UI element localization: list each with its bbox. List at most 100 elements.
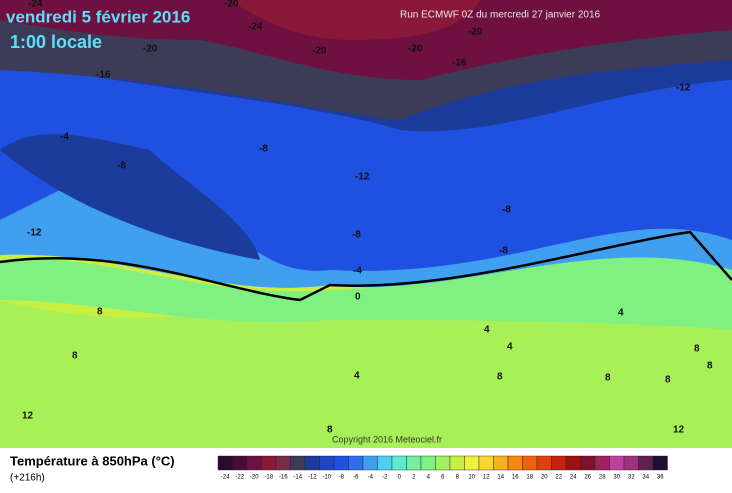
contour-label: -4 bbox=[60, 132, 69, 143]
scale-label: -6 bbox=[353, 475, 359, 481]
map bbox=[0, 0, 732, 448]
contour-label: 8 bbox=[665, 375, 671, 386]
contour-label: -20 bbox=[312, 46, 327, 57]
scale-swatch bbox=[435, 455, 451, 471]
scale-swatch bbox=[275, 455, 291, 471]
scale-swatch bbox=[362, 455, 378, 471]
scale-swatch bbox=[348, 455, 364, 471]
scale-swatch bbox=[304, 455, 320, 471]
scale-swatch bbox=[565, 455, 581, 471]
scale-label: 30 bbox=[613, 475, 620, 481]
scale-label: -8 bbox=[339, 475, 345, 481]
scale-label: -12 bbox=[308, 475, 317, 481]
lead-time: (+216h) bbox=[10, 473, 45, 484]
scale-label: 0 bbox=[398, 475, 402, 481]
scale-swatch bbox=[333, 455, 349, 471]
scale-swatch bbox=[609, 455, 625, 471]
contour-label: -8 bbox=[117, 161, 126, 172]
scale-swatch bbox=[261, 455, 277, 471]
scale-label: 8 bbox=[456, 475, 460, 481]
contour-label: -8 bbox=[352, 230, 361, 241]
scale-swatch bbox=[493, 455, 509, 471]
contour-label: -20 bbox=[468, 27, 483, 38]
scale-swatch bbox=[522, 455, 538, 471]
run: Run ECMWF 0Z du mercredi 27 janvier 2016 bbox=[400, 10, 601, 21]
contour-label: -12 bbox=[676, 83, 691, 94]
scale-swatch bbox=[507, 455, 523, 471]
scale-swatch bbox=[232, 455, 248, 471]
scale-label: -20 bbox=[250, 475, 259, 481]
contour-label: -8 bbox=[502, 205, 511, 216]
contour-label: -16 bbox=[452, 58, 467, 69]
scale-label: -2 bbox=[382, 475, 388, 481]
scale-swatch bbox=[420, 455, 436, 471]
contour-label: 8 bbox=[605, 373, 611, 384]
scale-label: -14 bbox=[293, 475, 302, 481]
scale-label: 22 bbox=[555, 475, 562, 481]
contour-label: -20 bbox=[408, 44, 423, 55]
contour-label: 4 bbox=[618, 308, 624, 319]
copyright: Copyright 2016 Meteociel.fr bbox=[332, 434, 442, 444]
scale-swatch bbox=[406, 455, 422, 471]
scale-label: 28 bbox=[599, 475, 606, 481]
scale-label: -18 bbox=[264, 475, 273, 481]
scale-swatch bbox=[536, 455, 552, 471]
scale-label: -22 bbox=[235, 475, 244, 481]
footer-title: Température à 850hPa (°C) bbox=[10, 453, 175, 468]
contour-label: -16 bbox=[96, 70, 111, 81]
scale-label: 34 bbox=[642, 475, 649, 481]
scale-label: 24 bbox=[570, 475, 577, 481]
scale-label: 2 bbox=[412, 475, 416, 481]
contour-label: -8 bbox=[499, 246, 508, 257]
scale-label: 26 bbox=[584, 475, 591, 481]
contour-label: -12 bbox=[355, 172, 370, 183]
scale-swatch bbox=[246, 455, 262, 471]
contour-label: 4 bbox=[484, 325, 490, 336]
contour-label: 4 bbox=[507, 342, 513, 353]
scale-swatch bbox=[290, 455, 306, 471]
contour-label: 8 bbox=[707, 361, 713, 372]
scale-label: 4 bbox=[427, 475, 431, 481]
contour-label: -8 bbox=[259, 144, 268, 155]
scale-label: -10 bbox=[322, 475, 331, 481]
contour-label: 0 bbox=[355, 292, 361, 303]
contour-labels: -24 -20 -24 -20 -20 -20 -20 -16 -16 -12 -4 -8 -8 -12 -… bbox=[22, 0, 713, 436]
contour-label: -24 bbox=[28, 0, 43, 10]
contour-label: 8 bbox=[694, 344, 700, 355]
contour-label: 8 bbox=[72, 351, 78, 362]
contour-label: 8 bbox=[327, 425, 333, 436]
scale-label: -16 bbox=[279, 475, 288, 481]
scale-label: 10 bbox=[468, 475, 475, 481]
scale-label: 20 bbox=[541, 475, 548, 481]
contour-label: 4 bbox=[354, 371, 360, 382]
contour-label: 8 bbox=[497, 372, 503, 383]
scale-swatch bbox=[478, 455, 494, 471]
contour-label: 8 bbox=[97, 307, 103, 318]
scale-label: 6 bbox=[441, 475, 445, 481]
contour-label: -12 bbox=[27, 228, 42, 239]
scale-swatch bbox=[580, 455, 596, 471]
scale-swatch bbox=[623, 455, 639, 471]
contour-label: -24 bbox=[248, 22, 263, 33]
scale-swatch bbox=[551, 455, 567, 471]
scale-swatch bbox=[377, 455, 393, 471]
scale-swatch bbox=[652, 455, 668, 471]
contour-label: 12 bbox=[22, 411, 34, 422]
scale-label: 12 bbox=[483, 475, 490, 481]
contour-label: 12 bbox=[673, 425, 685, 436]
scale-label: 32 bbox=[628, 475, 635, 481]
scale-swatch bbox=[217, 455, 233, 471]
contour-label: -20 bbox=[143, 44, 158, 55]
date: vendredi 5 février 2016 bbox=[6, 7, 190, 26]
contour-label: -20 bbox=[224, 0, 239, 10]
scale-swatch bbox=[464, 455, 480, 471]
scale-label: 16 bbox=[512, 475, 519, 481]
scale-label: -4 bbox=[368, 475, 374, 481]
scale-label: 18 bbox=[526, 475, 533, 481]
contour-label: -4 bbox=[353, 266, 362, 277]
scale-swatch bbox=[594, 455, 610, 471]
scale-swatch bbox=[638, 455, 654, 471]
scale-label: 14 bbox=[497, 475, 504, 481]
color-scale: -24 -22 -20 -18 -16 -14 -12 -10 -8 -6 -4 -2 0 2 4 6 8 10 1… bbox=[217, 455, 668, 481]
